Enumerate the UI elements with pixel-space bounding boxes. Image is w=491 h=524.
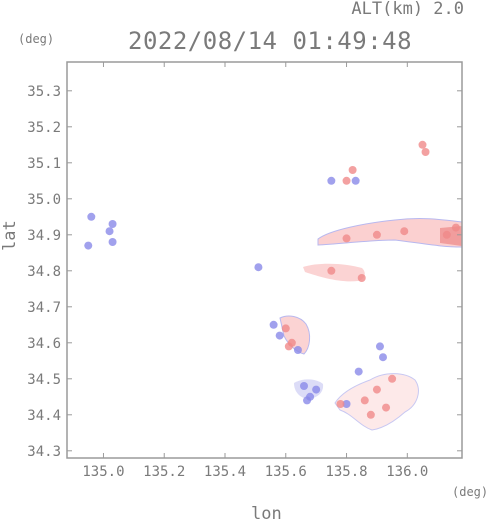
- echo-cell: [84, 241, 93, 250]
- echo-cell: [388, 374, 397, 383]
- y-axis-ticks: 34.3 34.4 34.5 34.6 34.7 34.8 34.9 35.0 35.1 35.2…: [27, 84, 462, 460]
- echo-cell: [400, 227, 409, 236]
- echo-cell: [87, 212, 96, 221]
- echo-cell: [312, 385, 321, 394]
- echo-cell: [342, 234, 351, 243]
- echo-cell: [421, 148, 430, 156]
- echo-cell: [379, 353, 387, 362]
- echo-cell: [108, 238, 117, 246]
- y-tick-label: 34.9: [27, 228, 61, 244]
- echo-cell: [300, 382, 308, 390]
- echo-band-north: [317, 218, 462, 248]
- echo-cell: [372, 385, 381, 394]
- echo-cell: [105, 227, 114, 236]
- x-tick-label: 135.8: [325, 464, 367, 480]
- echo-cell: [351, 176, 360, 185]
- observation-datetime: 2022/08/14 01:49:48: [128, 27, 413, 55]
- y-tick-label: 34.7: [27, 300, 61, 316]
- y-tick-label: 34.6: [27, 336, 61, 352]
- echo-cell: [372, 230, 381, 239]
- y-tick-label: 35.0: [27, 192, 61, 208]
- y-tick-label: 35.3: [27, 84, 61, 100]
- echo-cell: [418, 140, 427, 149]
- x-axis-unit: (deg): [452, 485, 489, 499]
- echo-cell: [293, 346, 302, 354]
- echo-cell: [375, 342, 384, 351]
- echo-cell: [354, 367, 363, 376]
- echo-cell: [303, 396, 312, 405]
- echo-cell: [357, 274, 366, 282]
- echo-cell: [366, 410, 375, 419]
- echo-cell: [327, 266, 336, 275]
- plot-frame: [66, 61, 463, 459]
- echo-cell: [451, 223, 460, 232]
- x-tick-label: 135.2: [143, 464, 185, 480]
- y-tick-label: 34.3: [27, 444, 61, 460]
- y-tick-label: 34.4: [27, 408, 61, 424]
- x-axis-ticks: 135.0 135.2 135.4 135.6 135.8 136.0: [82, 62, 428, 480]
- echo-cell: [382, 403, 391, 412]
- echo-cell: [442, 230, 451, 239]
- y-tick-label: 34.5: [27, 372, 61, 388]
- echo-cell: [254, 263, 263, 272]
- echo-cell: [360, 396, 369, 405]
- y-tick-label: 35.1: [27, 156, 61, 172]
- echo-cell: [281, 324, 290, 333]
- echo-cell: [342, 176, 351, 185]
- echo-cells: [84, 140, 460, 419]
- x-tick-label: 135.6: [265, 464, 307, 480]
- y-axis-unit: (deg): [18, 32, 55, 46]
- x-tick-label: 136.0: [386, 464, 428, 480]
- echo-cell: [342, 400, 351, 408]
- x-tick-label: 135.4: [204, 464, 246, 480]
- x-tick-label: 135.0: [82, 464, 124, 480]
- y-tick-label: 35.2: [27, 120, 61, 136]
- echo-cell: [269, 320, 278, 329]
- echo-cell: [275, 331, 284, 340]
- echo-cell: [108, 220, 117, 228]
- echo-cluster-south: [334, 373, 419, 431]
- echo-cell: [336, 400, 345, 408]
- echo-cell: [348, 166, 357, 174]
- echo-cell: [284, 342, 293, 351]
- altitude-label: ALT(km) 2.0: [351, 0, 464, 19]
- x-axis-label: lon: [251, 504, 282, 524]
- echo-cell: [327, 176, 336, 185]
- y-tick-label: 34.8: [27, 264, 61, 280]
